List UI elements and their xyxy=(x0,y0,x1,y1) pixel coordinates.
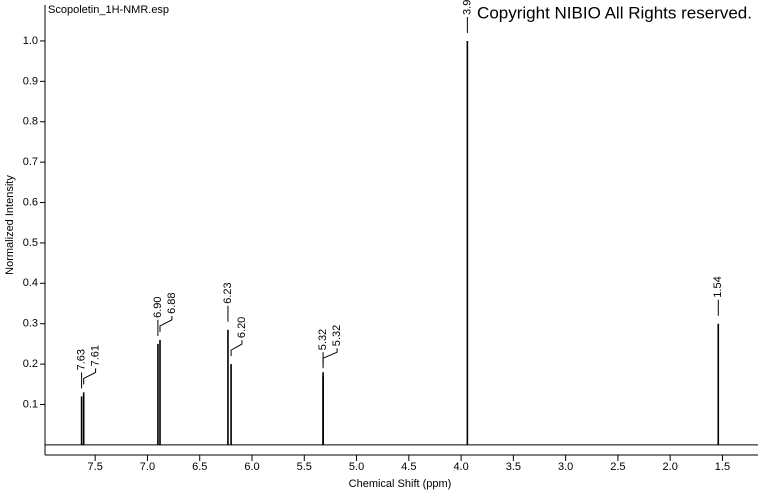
y-tick-label: 0.4 xyxy=(23,277,38,289)
y-tick-label: 0.5 xyxy=(23,237,38,249)
peak-leader xyxy=(230,340,243,357)
copyright: Copyright NIBIO All Rights reserved. xyxy=(477,3,752,22)
peak-label: 6.90 xyxy=(152,296,164,317)
x-tick-label: 7.5 xyxy=(88,461,103,473)
x-tick-label: 5.0 xyxy=(349,461,364,473)
y-tick-label: 0.6 xyxy=(23,196,38,208)
peak-label: 6.20 xyxy=(236,317,248,338)
x-tick-label: 4.0 xyxy=(453,461,468,473)
peak-label: 6.88 xyxy=(166,292,178,313)
x-tick-label: 2.0 xyxy=(663,461,678,473)
y-tick-label: 0.2 xyxy=(23,358,38,370)
x-tick-label: 6.5 xyxy=(192,461,207,473)
peak-label: 5.32 xyxy=(331,325,343,346)
x-tick-label: 7.0 xyxy=(140,461,155,473)
peak-label: 5.32 xyxy=(317,329,329,350)
file-title: Scopoletin_1H-NMR.esp xyxy=(48,4,169,16)
x-tick-label: 3.5 xyxy=(506,461,521,473)
peak-label: 1.54 xyxy=(712,276,724,297)
peak-leader xyxy=(322,348,338,365)
y-tick-label: 0.1 xyxy=(23,398,38,410)
x-tick-label: 5.5 xyxy=(297,461,312,473)
x-tick-label: 3.0 xyxy=(558,461,573,473)
peak-label: 6.23 xyxy=(222,282,234,303)
y-tick-label: 0.7 xyxy=(23,156,38,168)
y-axis-label: Normalized Intensity xyxy=(4,175,16,275)
x-tick-label: 6.0 xyxy=(244,461,259,473)
y-tick-label: 0.3 xyxy=(23,318,38,330)
y-tick-label: 0.9 xyxy=(23,75,38,87)
peak-leader xyxy=(83,368,97,385)
y-tick-label: 0.8 xyxy=(23,116,38,128)
x-tick-label: 1.5 xyxy=(715,461,730,473)
x-tick-label: 4.5 xyxy=(401,461,416,473)
x-axis-label: Chemical Shift (ppm) xyxy=(349,478,452,490)
y-tick-label: 1.0 xyxy=(23,35,38,47)
peak-label: 7.61 xyxy=(89,345,101,366)
peak-label: 3.94 xyxy=(461,0,473,15)
peak-leader xyxy=(159,315,173,332)
x-tick-label: 2.5 xyxy=(610,461,625,473)
peak-label: 7.63 xyxy=(75,349,87,370)
